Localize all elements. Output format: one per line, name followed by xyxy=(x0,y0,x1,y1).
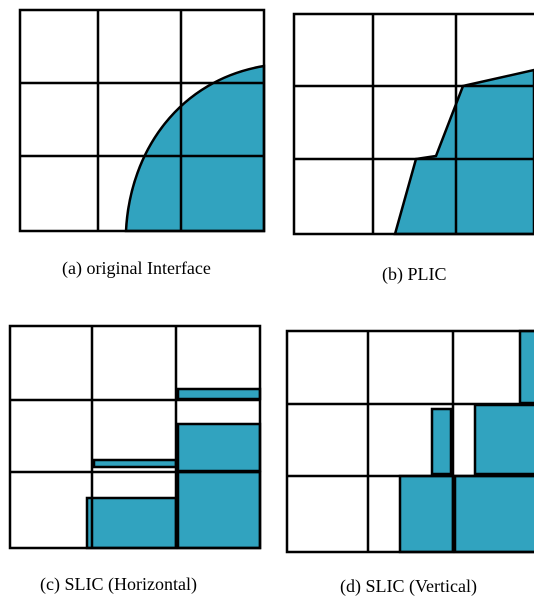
panel-b-plic-fill xyxy=(393,68,534,236)
panel-c-slab xyxy=(92,458,178,469)
panel-a-grid-frame xyxy=(18,8,266,233)
caption-b: (b) PLIC xyxy=(382,264,447,284)
panel-b xyxy=(292,12,534,236)
panel-c-grid-frame xyxy=(8,324,262,550)
panel-a xyxy=(18,8,266,233)
panel-c-slab xyxy=(176,470,262,550)
panel-c xyxy=(8,324,262,550)
panel-d-slab xyxy=(430,407,453,476)
panel-c-slab xyxy=(176,387,262,401)
panel-d-slab xyxy=(518,329,534,405)
panel-d-grid-frame xyxy=(285,329,534,554)
panel-d-slab xyxy=(398,474,455,554)
panel-d xyxy=(285,329,534,554)
panel-d-slab xyxy=(473,403,534,476)
panel-b-grid-frame xyxy=(292,12,534,236)
caption-d: (d) SLIC (Vertical) xyxy=(340,576,477,596)
panel-c-slab xyxy=(85,496,178,550)
panel-a-interface-fill xyxy=(124,64,266,233)
panel-c-slab xyxy=(176,422,262,473)
panel-d-slab xyxy=(453,474,534,554)
caption-a: (a) original Interface xyxy=(62,258,211,278)
caption-c: (c) SLIC (Horizontal) xyxy=(40,574,197,594)
